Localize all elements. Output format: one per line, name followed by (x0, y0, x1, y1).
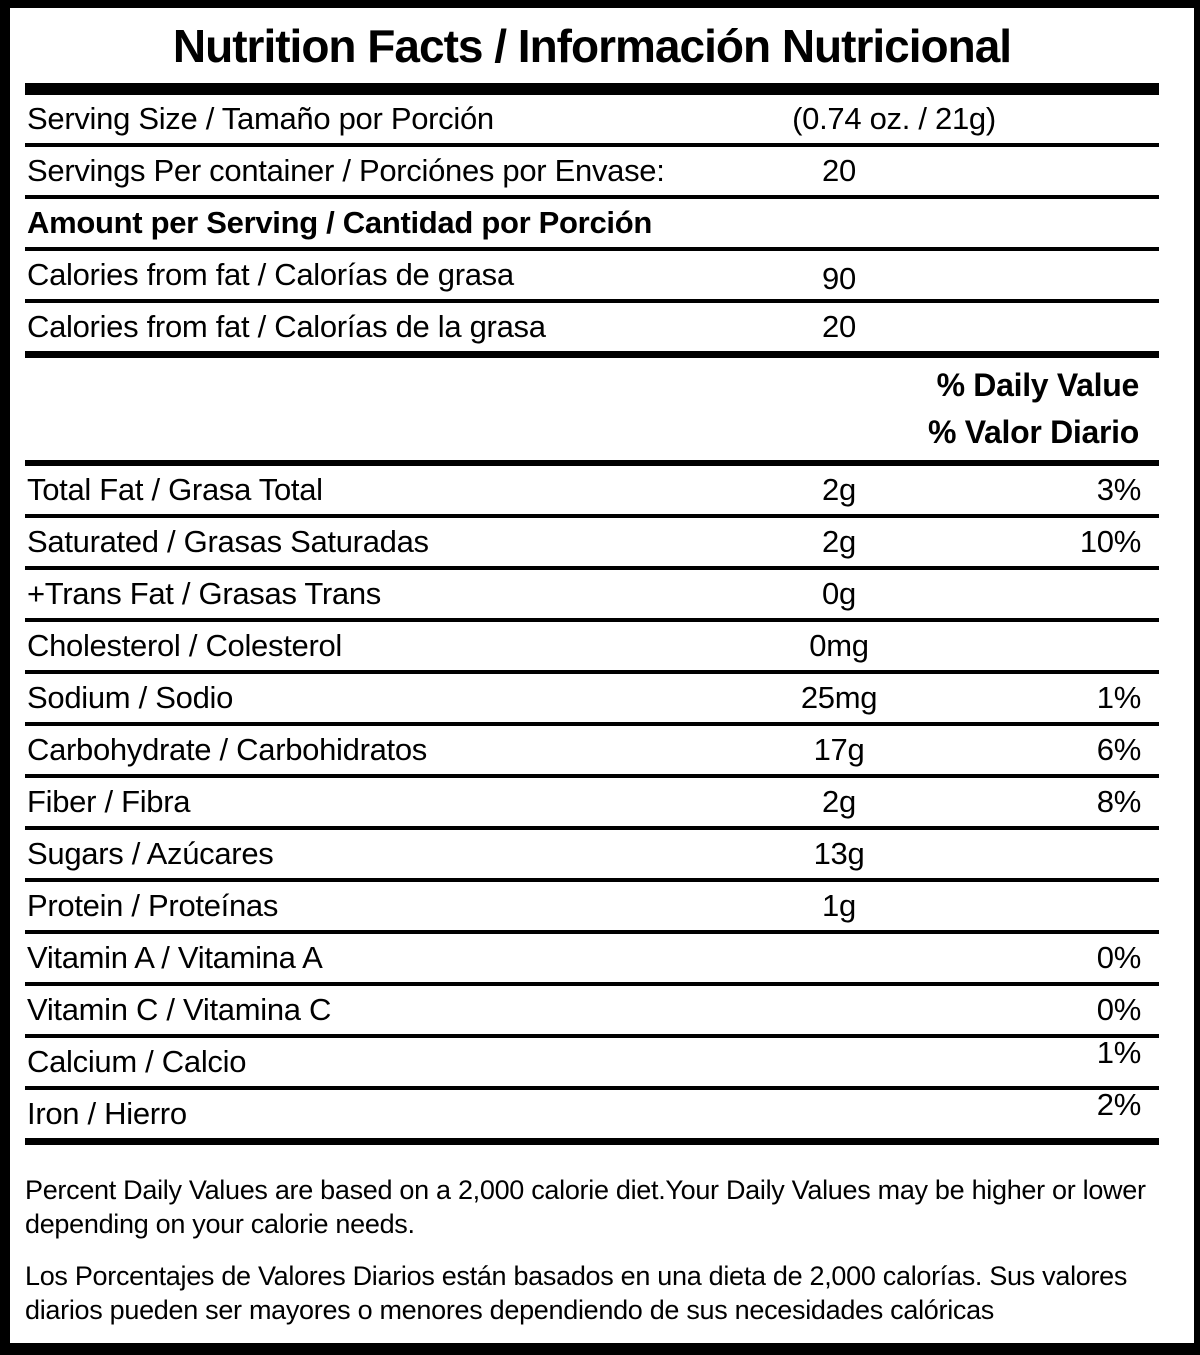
label-header: Nutrition Facts / Información Nutriciona… (25, 8, 1159, 83)
nutrient-row-trans-fat: +Trans Fat / Grasas Trans 0g (25, 570, 1159, 622)
nutrient-row-total-fat: Total Fat / Grasa Total 2g 3% (25, 466, 1159, 518)
nutrient-dv: 6% (1096, 732, 1142, 767)
nutrient-dv: 0% (1096, 940, 1142, 975)
amount-per-serving-heading: Amount per Serving / Cantidad por Porció… (27, 205, 652, 240)
nutrient-dv: 2% (1096, 1087, 1142, 1122)
nutrient-row-fiber: Fiber / Fibra 2g 8% (25, 778, 1159, 830)
nutrient-label: Total Fat / Grasa Total (27, 472, 323, 507)
servings-per-container-row: Servings Per container / Porciónes por E… (25, 147, 1159, 199)
nutrient-row-cholesterol: Cholesterol / Colesterol 0mg (25, 622, 1159, 674)
nutrient-row-sugars: Sugars / Azúcares 13g (25, 830, 1159, 882)
nutrient-amount: 17g (813, 732, 865, 767)
nutrient-row-vitamin-c: Vitamin C / Vitamina C 0% (25, 986, 1159, 1038)
footnotes: Percent Daily Values are based on a 2,00… (25, 1173, 1159, 1327)
nutrient-row-carbohydrate: Carbohydrate / Carbohidratos 17g 6% (25, 726, 1159, 778)
nutrient-row-sodium: Sodium / Sodio 25mg 1% (25, 674, 1159, 726)
nutrient-dv: 10% (1079, 524, 1141, 559)
nutrient-amount: 13g (813, 836, 865, 871)
nutrient-label: +Trans Fat / Grasas Trans (27, 576, 381, 611)
calories-from-fat-label-2: Calories from fat / Calorías de la grasa (27, 309, 546, 344)
nutrient-dv: 3% (1096, 472, 1142, 507)
footnote-spanish: Los Porcentajes de Valores Diarios están… (25, 1261, 1128, 1325)
nutrient-amount: 1g (822, 888, 856, 923)
calories-from-fat-value-1: 90 (822, 261, 856, 296)
nutrient-dv: 0% (1096, 992, 1142, 1027)
title-divider-bar (25, 83, 1159, 95)
nutrient-amount: 25mg (800, 680, 878, 715)
nutrient-label: Cholesterol / Colesterol (27, 628, 343, 663)
nutrient-amount: 2g (822, 524, 856, 559)
serving-size-label: Serving Size / Tamaño por Porción (27, 101, 494, 136)
nutrient-amount: 0g (822, 576, 856, 611)
nutrient-dv: 8% (1096, 784, 1142, 819)
nutrient-label: Vitamin A / Vitamina A (27, 940, 323, 975)
nutrient-label: Protein / Proteínas (27, 888, 279, 923)
footnote-english: Percent Daily Values are based on a 2,00… (25, 1175, 1146, 1239)
amount-per-serving-heading-row: Amount per Serving / Cantidad por Porció… (25, 199, 1159, 251)
nutrient-label: Iron / Hierro (27, 1096, 187, 1131)
nutrient-amount: 2g (822, 472, 856, 507)
calories-from-fat-label-1: Calories from fat / Calorías de grasa (27, 257, 514, 292)
nutrient-label: Carbohydrate / Carbohidratos (27, 732, 427, 767)
nutrient-label: Sodium / Sodio (27, 680, 234, 715)
nutrient-row-calcium: Calcium / Calcio 1% (25, 1035, 1159, 1090)
nutrient-dv: 1% (1096, 680, 1142, 715)
serving-size-value: (0.74 oz. / 21g) (792, 101, 996, 136)
serving-size-row: Serving Size / Tamaño por Porción (0.74 … (25, 95, 1159, 147)
nutrient-label: Vitamin C / Vitamina C (27, 992, 332, 1027)
calories-from-fat-row-2: Calories from fat / Calorías de la grasa… (25, 303, 1159, 358)
daily-value-heading-en: % Daily Value (936, 367, 1140, 404)
nutrient-row-vitamin-a: Vitamin A / Vitamina A 0% (25, 934, 1159, 986)
calories-from-fat-value-2: 20 (822, 309, 856, 344)
daily-value-heading-block: % Daily Value % Valor Diario (25, 358, 1159, 466)
nutrient-row-saturated: Saturated / Grasas Saturadas 2g 10% (25, 518, 1159, 570)
label-title: Nutrition Facts / Información Nutriciona… (172, 19, 1012, 72)
calories-from-fat-row-1: Calories from fat / Calorías de grasa 90 (25, 251, 1159, 303)
nutrient-amount: 2g (822, 784, 856, 819)
daily-value-heading-es: % Valor Diario (928, 413, 1139, 450)
nutrient-amount: 0mg (809, 628, 869, 663)
nutrient-label: Calcium / Calcio (27, 1044, 247, 1079)
nutrient-row-protein: Protein / Proteínas 1g (25, 882, 1159, 934)
nutrient-label: Fiber / Fibra (27, 784, 191, 819)
servings-per-container-value: 20 (822, 153, 856, 188)
nutrient-label: Sugars / Azúcares (27, 836, 274, 871)
nutrient-row-iron: Iron / Hierro 2% (25, 1087, 1159, 1145)
nutrient-dv: 1% (1096, 1035, 1142, 1070)
servings-per-container-label: Servings Per container / Porciónes por E… (27, 153, 665, 188)
nutrient-label: Saturated / Grasas Saturadas (27, 524, 429, 559)
